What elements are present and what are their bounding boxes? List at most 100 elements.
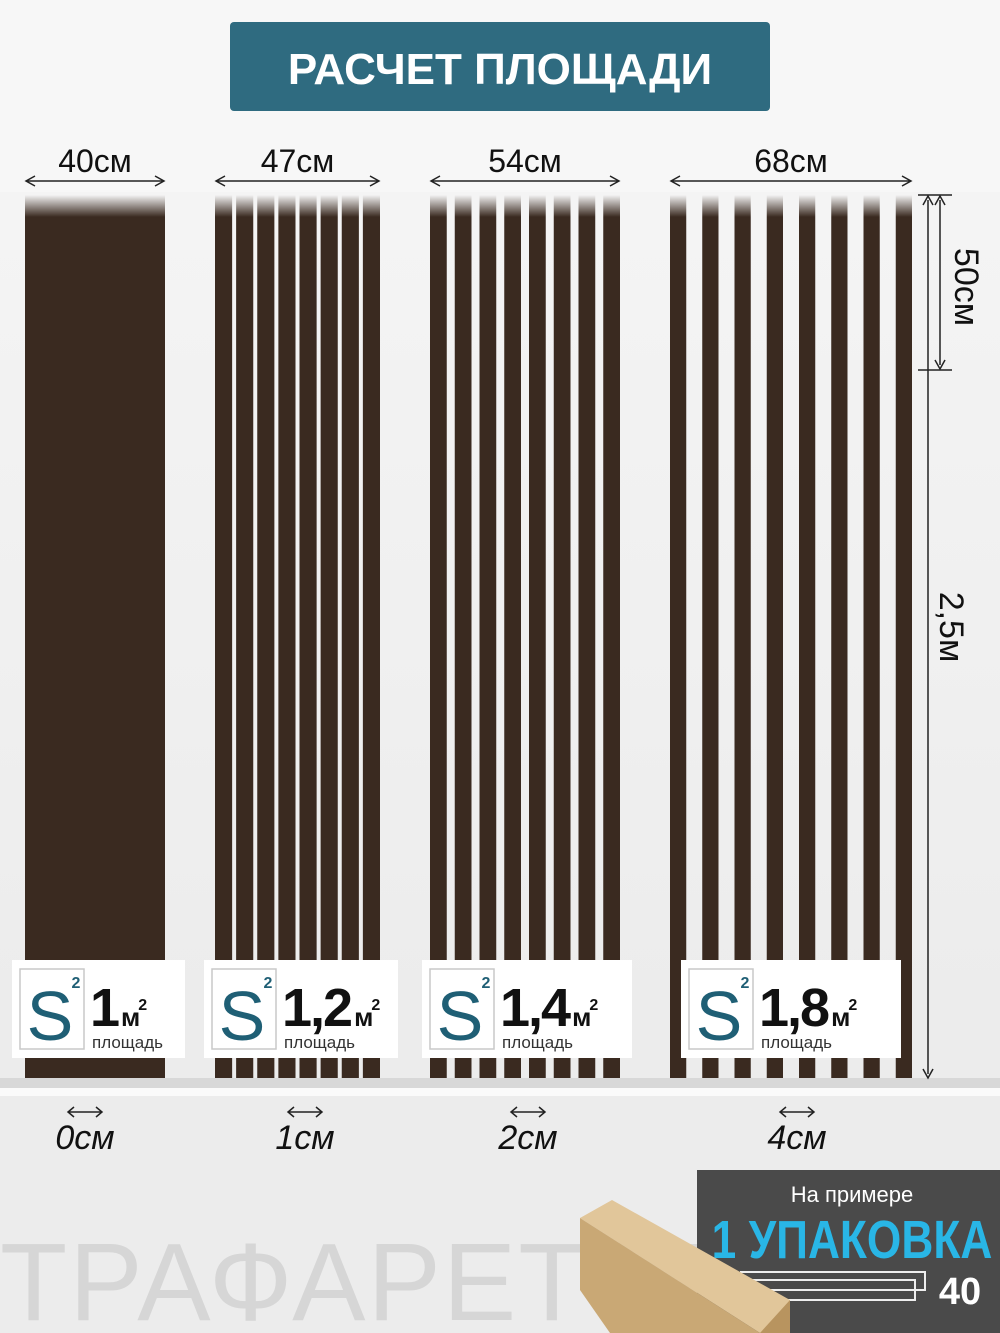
- slat: [236, 195, 254, 1078]
- icon: S: [219, 977, 266, 1055]
- arrowheads: [24, 175, 166, 187]
- area-box: [422, 960, 632, 1058]
- slat: [341, 195, 359, 1078]
- width-label: 68см: [754, 143, 828, 179]
- area-unit: м: [572, 1002, 590, 1032]
- area-value: 1,2 м2: [282, 978, 380, 1038]
- slat: [215, 195, 233, 1078]
- arrowheads: [429, 175, 621, 187]
- area-unit: м: [121, 1002, 139, 1032]
- icon: S: [696, 977, 743, 1055]
- icon: S: [437, 977, 484, 1055]
- slat: [766, 195, 783, 1078]
- width-label: 47см: [261, 143, 335, 179]
- slat: [578, 195, 596, 1078]
- slat: [257, 195, 275, 1078]
- area-value: 1,8 м2: [759, 978, 857, 1038]
- gap-label: 0см: [55, 1119, 114, 1157]
- arrowheads: [214, 175, 381, 187]
- gap-arrow: [66, 1106, 104, 1118]
- slat: [529, 195, 546, 1078]
- box-end: [760, 1300, 790, 1333]
- slat: [454, 195, 472, 1078]
- area-number: 1,8: [759, 978, 829, 1038]
- arrowheads: [669, 175, 913, 187]
- area-value: 1,4 м2: [500, 978, 598, 1038]
- gap-label: 2см: [497, 1119, 557, 1157]
- icon-frame: [688, 968, 754, 1050]
- top-fade: [25, 195, 165, 217]
- slat: [734, 195, 751, 1078]
- icon-frame: [19, 968, 85, 1050]
- area-sup: 2: [138, 997, 147, 1014]
- slat: [299, 195, 317, 1078]
- area-number: 1: [90, 978, 119, 1038]
- gap-arrow: [778, 1106, 816, 1118]
- box-top: [580, 1200, 790, 1333]
- width-label: 54см: [488, 143, 562, 179]
- package-note: На примере: [791, 1182, 914, 1207]
- top-fade: [215, 195, 380, 217]
- area-box: [204, 960, 398, 1058]
- area-caption: площадь: [502, 1033, 573, 1052]
- slat: [863, 195, 880, 1078]
- slat: [504, 195, 521, 1078]
- planks-icon: [735, 1271, 926, 1301]
- slat: [25, 195, 165, 1078]
- gap-label: 4см: [767, 1119, 826, 1157]
- area-box: [12, 960, 185, 1058]
- package-title: 1 УПАКОВКА: [712, 1210, 993, 1270]
- icon-frame: [211, 968, 277, 1050]
- package-count: 40: [939, 1271, 981, 1313]
- area-box: [681, 960, 901, 1058]
- slat: [603, 195, 620, 1078]
- area-number: 1,2: [282, 978, 351, 1038]
- area-sup: 2: [371, 997, 380, 1014]
- slat: [670, 195, 687, 1078]
- slat: [430, 195, 447, 1078]
- skirting: [0, 1088, 1000, 1096]
- area-unit: м: [831, 1002, 849, 1032]
- area-number: 1,4: [500, 978, 571, 1038]
- slat: [895, 195, 912, 1078]
- slat: [702, 195, 719, 1078]
- box-side: [580, 1218, 760, 1333]
- area-unit: м: [354, 1002, 372, 1032]
- title: РАСЧЕТ ПЛОЩАДИ: [288, 45, 712, 94]
- area-caption: площадь: [92, 1033, 163, 1052]
- icon: S: [27, 977, 74, 1055]
- slat: [320, 195, 338, 1078]
- icon-frame: [429, 968, 495, 1050]
- area-sup: 2: [848, 997, 857, 1014]
- gap-arrow: [286, 1106, 324, 1118]
- height-markers: [918, 194, 952, 1074]
- area-caption: площадь: [284, 1033, 355, 1052]
- height-top-label: 50см: [947, 248, 985, 326]
- slat: [479, 195, 497, 1078]
- top-fade: [670, 195, 912, 217]
- skirting-shadow: [0, 1078, 1000, 1088]
- slat: [799, 195, 816, 1078]
- icon-sup: 2: [264, 975, 273, 992]
- arrowheads: [922, 194, 946, 1080]
- slat: [831, 195, 848, 1078]
- gap-arrow: [509, 1106, 547, 1118]
- slat: [553, 195, 571, 1078]
- icon-sup: 2: [72, 975, 81, 992]
- height-total-label: 2,5м: [932, 592, 970, 663]
- area-sup: 2: [589, 997, 598, 1014]
- area-caption: площадь: [761, 1033, 832, 1052]
- slat: [278, 195, 296, 1078]
- width-label: 40см: [58, 143, 132, 179]
- slat: [362, 195, 380, 1078]
- gap-label: 1см: [275, 1119, 334, 1157]
- area-value: 1 м2: [90, 978, 147, 1038]
- icon-sup: 2: [482, 975, 491, 992]
- icon-sup: 2: [741, 975, 750, 992]
- title-box: [230, 22, 770, 111]
